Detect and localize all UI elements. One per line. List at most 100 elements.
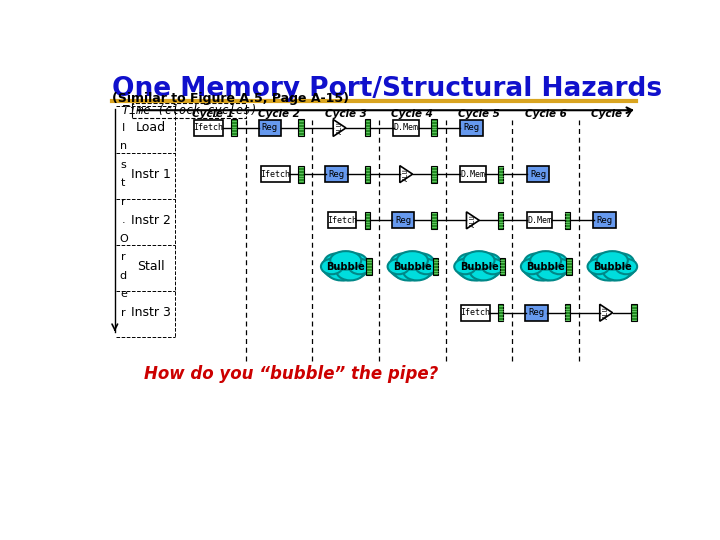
Text: s: s: [120, 160, 126, 170]
Text: Instr 1: Instr 1: [130, 167, 171, 181]
Text: t: t: [121, 178, 125, 188]
Text: Ifetch: Ifetch: [460, 308, 490, 317]
FancyBboxPatch shape: [461, 305, 490, 321]
Text: Cycle 3: Cycle 3: [325, 109, 366, 119]
Polygon shape: [333, 119, 346, 137]
Text: Cycle 4: Cycle 4: [392, 109, 433, 119]
Text: I: I: [122, 123, 125, 133]
FancyBboxPatch shape: [365, 212, 370, 229]
Text: Load: Load: [135, 122, 166, 134]
Ellipse shape: [588, 259, 609, 274]
Text: e: e: [120, 289, 127, 299]
FancyBboxPatch shape: [393, 120, 419, 136]
FancyBboxPatch shape: [365, 119, 370, 137]
Text: D.Mem: D.Mem: [394, 124, 419, 132]
Text: D.Mem: D.Mem: [527, 216, 552, 225]
FancyBboxPatch shape: [500, 258, 505, 275]
Ellipse shape: [330, 251, 361, 269]
FancyBboxPatch shape: [431, 166, 437, 183]
Ellipse shape: [456, 253, 503, 280]
Text: D.Mem: D.Mem: [460, 170, 485, 179]
FancyBboxPatch shape: [261, 166, 289, 182]
Ellipse shape: [603, 262, 631, 280]
Text: Cycle 1: Cycle 1: [192, 109, 233, 119]
Ellipse shape: [482, 259, 504, 274]
Text: Reg: Reg: [597, 216, 613, 225]
Text: Bubble: Bubble: [326, 261, 365, 272]
Ellipse shape: [457, 253, 482, 272]
FancyBboxPatch shape: [498, 166, 503, 183]
Ellipse shape: [597, 251, 628, 269]
Ellipse shape: [523, 253, 569, 280]
Ellipse shape: [543, 253, 567, 272]
FancyBboxPatch shape: [194, 120, 223, 136]
Ellipse shape: [454, 259, 476, 274]
Ellipse shape: [524, 253, 549, 272]
FancyBboxPatch shape: [564, 212, 570, 229]
Ellipse shape: [323, 253, 369, 280]
Ellipse shape: [387, 259, 409, 274]
Text: Instr 3: Instr 3: [130, 306, 171, 319]
Ellipse shape: [349, 259, 371, 274]
Text: r: r: [121, 252, 125, 262]
Text: Cycle 7: Cycle 7: [591, 109, 634, 119]
Ellipse shape: [391, 253, 415, 272]
FancyBboxPatch shape: [328, 212, 356, 228]
Text: One Memory Port/Structural Hazards: One Memory Port/Structural Hazards: [112, 76, 662, 103]
Ellipse shape: [327, 262, 355, 280]
FancyBboxPatch shape: [566, 258, 572, 275]
Text: Reg: Reg: [262, 124, 278, 132]
FancyBboxPatch shape: [298, 166, 304, 183]
Ellipse shape: [409, 253, 434, 272]
Text: Ifetch: Ifetch: [194, 124, 224, 132]
Ellipse shape: [590, 253, 616, 272]
Text: O: O: [119, 234, 127, 244]
Ellipse shape: [594, 262, 621, 280]
FancyBboxPatch shape: [431, 119, 437, 137]
FancyBboxPatch shape: [325, 166, 348, 182]
Text: r: r: [121, 197, 125, 207]
Ellipse shape: [321, 259, 343, 274]
Text: d: d: [120, 271, 127, 281]
Ellipse shape: [464, 251, 495, 269]
Text: Cycle 2: Cycle 2: [258, 109, 300, 119]
Ellipse shape: [521, 259, 543, 274]
Text: Reg: Reg: [530, 170, 546, 179]
Polygon shape: [400, 166, 413, 183]
Ellipse shape: [461, 262, 488, 280]
Ellipse shape: [530, 251, 561, 269]
FancyBboxPatch shape: [564, 304, 570, 321]
Ellipse shape: [469, 262, 498, 280]
Ellipse shape: [616, 259, 637, 274]
Ellipse shape: [403, 262, 431, 280]
Text: Stall: Stall: [137, 260, 164, 273]
Text: Reg: Reg: [528, 308, 544, 317]
FancyBboxPatch shape: [132, 103, 246, 118]
Text: ALU: ALU: [603, 306, 609, 319]
Text: ALU: ALU: [336, 122, 343, 134]
Ellipse shape: [527, 262, 555, 280]
Text: Bubble: Bubble: [526, 261, 565, 272]
FancyBboxPatch shape: [231, 119, 237, 137]
FancyBboxPatch shape: [498, 212, 503, 229]
Ellipse shape: [397, 251, 428, 269]
Text: Cycle 6: Cycle 6: [525, 109, 567, 119]
Text: Ifetch: Ifetch: [327, 216, 357, 225]
FancyBboxPatch shape: [498, 304, 503, 321]
Ellipse shape: [343, 253, 367, 272]
Text: Time (clock cycles): Time (clock cycles): [122, 104, 257, 117]
FancyBboxPatch shape: [460, 166, 485, 182]
Ellipse shape: [536, 262, 564, 280]
Ellipse shape: [336, 262, 364, 280]
Text: Cycle 5: Cycle 5: [458, 109, 500, 119]
FancyBboxPatch shape: [365, 166, 370, 183]
Text: Reg: Reg: [395, 216, 411, 225]
Text: ALU: ALU: [470, 214, 476, 227]
Text: Reg: Reg: [463, 124, 480, 132]
Text: (Similar to Figure A.5, Page A-15): (Similar to Figure A.5, Page A-15): [112, 92, 348, 105]
Ellipse shape: [394, 262, 422, 280]
FancyBboxPatch shape: [631, 304, 636, 321]
Ellipse shape: [609, 253, 634, 272]
Text: Bubble: Bubble: [593, 261, 631, 272]
Text: Reg: Reg: [328, 170, 344, 179]
